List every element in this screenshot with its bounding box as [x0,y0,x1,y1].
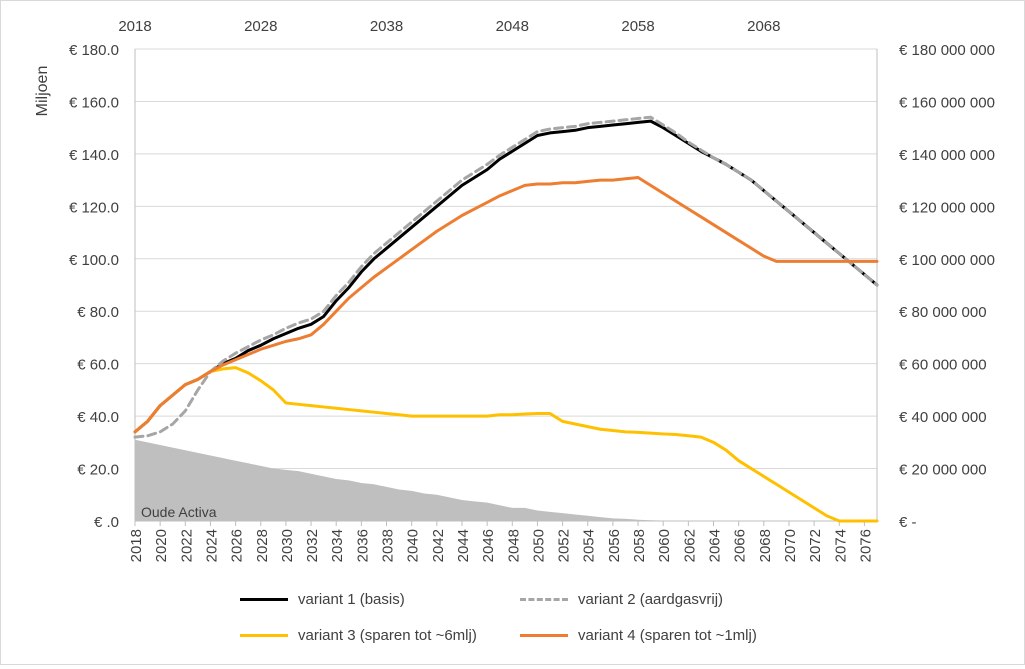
y-tick-label-right: € 60 000 000 [899,357,987,374]
x-tick-label-bottom: 2040 [405,529,422,562]
x-tick-label-bottom: 2064 [707,529,724,562]
legend-swatch-variant-4 [520,633,568,637]
legend-label-variant-4: variant 4 (sparen tot ~1mlj) [578,626,757,644]
legend-swatch-variant-1 [240,597,288,601]
y-tick-label-left: € 60.0 [77,357,119,374]
legend-item-variant-3: variant 3 (sparen tot ~6mlj) [240,624,477,646]
x-tick-label-top: 2028 [244,18,277,35]
y-tick-label-right: € 100 000 000 [899,252,995,269]
y-tick-label-left: € 140.0 [69,147,119,164]
x-tick-label-top: 2038 [370,18,403,35]
x-tick-label-bottom: 2032 [304,529,321,562]
x-tick-label-top: 2068 [747,18,780,35]
x-tick-label-bottom: 2042 [430,529,447,562]
x-tick-label-bottom: 2060 [656,529,673,562]
y-axis-title: Miljoen [34,66,51,117]
area-layer [135,439,877,521]
legend-item-variant-2: variant 2 (aardgasvrij) [520,588,723,610]
series-line-variant-1 [133,119,879,434]
y-tick-label-left: € 80.0 [77,304,119,321]
legend-label-variant-3: variant 3 (sparen tot ~6mlj) [298,626,477,644]
y-tick-label-left: € .0 [94,514,119,531]
area-label-oude-activa: Oude Activa [141,504,217,520]
x-tick-label-bottom: 2026 [229,529,246,562]
y-tick-label-left: € 120.0 [69,199,119,216]
gridlines [135,48,877,522]
x-tick-label-bottom: 2058 [631,529,648,562]
labels-layer: € .0 € - € 20.0 € 20 000 000 € 40.0 € 40 000 … [34,18,995,562]
y-tick-label-right: € 140 000 000 [899,147,995,164]
y-tick-label-right: € 120 000 000 [899,199,995,216]
legend-swatch-variant-2 [520,597,568,601]
legend-label-variant-2: variant 2 (aardgasvrij) [578,590,724,608]
series-layer [133,115,879,523]
x-tick-label-bottom: 2054 [581,529,598,562]
legend-item-variant-4: variant 4 (sparen tot ~1mlj) [520,624,757,646]
x-tick-label-bottom: 2062 [681,529,698,562]
y-tick-label-left: € 20.0 [77,462,119,479]
x-tick-label-bottom: 2048 [505,529,522,562]
x-tick-label-bottom: 2046 [480,529,497,562]
legend-label-variant-1: variant 1 (basis) [298,590,405,608]
x-tick-label-bottom: 2036 [354,529,371,562]
x-tick-label-top: 2058 [621,18,654,35]
area-oude-activa [135,439,877,521]
legend: variant 1 (basis) variant 2 (aardgasvrij… [240,588,840,658]
x-tick-label-bottom: 2034 [329,529,346,562]
y-tick-label-left: € 160.0 [69,94,119,111]
y-tick-label-right: € 160 000 000 [899,94,995,111]
x-tick-label-bottom: 2056 [606,529,623,562]
legend-swatch-variant-3 [240,633,288,637]
y-tick-label-right: € 180 000 000 [899,42,995,59]
y-tick-label-right: € 80 000 000 [899,304,987,321]
y-tick-label-left: € 100.0 [69,252,119,269]
x-tick-label-bottom: 2066 [732,529,749,562]
axes [134,49,878,526]
x-tick-label-bottom: 2022 [178,529,195,562]
x-tick-label-bottom: 2052 [556,529,573,562]
x-tick-label-bottom: 2076 [857,529,874,562]
series-line-variant-3 [133,366,879,523]
x-tick-label-bottom: 2038 [380,529,397,562]
x-tick-label-bottom: 2072 [807,529,824,562]
legend-item-variant-1: variant 1 (basis) [240,588,405,610]
x-tick-label-bottom: 2020 [153,529,170,562]
x-tick-label-bottom: 2018 [128,529,145,562]
x-tick-label-bottom: 2070 [782,529,799,562]
x-tick-label-bottom: 2024 [203,529,220,562]
x-tick-label-bottom: 2068 [757,529,774,562]
y-tick-label-left: € 40.0 [77,409,119,426]
y-tick-label-right: € 20 000 000 [899,462,987,479]
x-tick-label-bottom: 2074 [832,529,849,562]
series-line-variant-4 [133,175,879,434]
x-tick-label-top: 2018 [118,18,151,35]
y-tick-label-left: € 180.0 [69,42,119,59]
y-tick-label-right: € 40 000 000 [899,409,987,426]
series-line-variant-2 [133,115,879,439]
x-tick-label-bottom: 2030 [279,529,296,562]
x-tick-label-bottom: 2050 [530,529,547,562]
x-tick-label-top: 2048 [496,18,529,35]
x-tick-label-bottom: 2044 [455,529,472,562]
x-tick-label-bottom: 2028 [254,529,271,562]
y-tick-label-right: € - [899,514,917,531]
